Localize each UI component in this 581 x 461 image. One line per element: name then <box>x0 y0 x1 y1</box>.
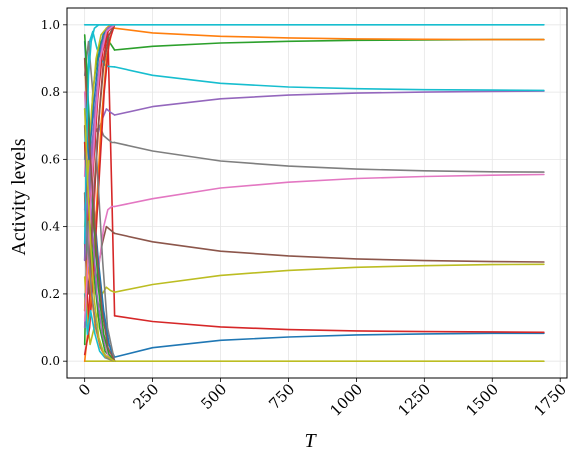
x-axis: 0 250 500 750 1000 1250 1500 1750 <box>75 378 570 420</box>
series-line-0 <box>113 332 545 358</box>
y-tick-label: 0.2 <box>41 287 60 301</box>
y-tick-label: 0.8 <box>41 85 60 99</box>
y-axis: 0.0 0.2 0.4 0.6 0.8 1.0 <box>41 18 67 368</box>
series-line-7 <box>113 66 545 92</box>
series-line-8 <box>113 38 545 51</box>
y-tick-label: 0.0 <box>41 354 60 368</box>
series-line-27 <box>83 23 116 295</box>
grid <box>67 8 567 378</box>
series-line-3 <box>113 232 545 263</box>
series-line-25 <box>83 23 116 356</box>
series-line-2 <box>113 263 545 294</box>
series-line-41 <box>83 108 116 363</box>
series-line-1 <box>113 314 545 334</box>
x-tick-label: 250 <box>129 380 162 413</box>
x-axis-label: T <box>304 430 317 452</box>
x-tick-label: 1250 <box>394 380 434 420</box>
x-tick-label: 0 <box>75 380 94 399</box>
series-line-6 <box>113 90 545 116</box>
x-tick-label: 1500 <box>462 380 502 420</box>
series-line-38 <box>83 192 116 363</box>
series-line-29 <box>83 40 116 363</box>
y-tick-label: 0.4 <box>41 220 60 234</box>
y-axis-label: Activity levels <box>8 138 30 255</box>
x-tick-label: 1000 <box>327 380 367 420</box>
x-tick-label: 500 <box>197 380 230 413</box>
series-line-37 <box>83 23 116 322</box>
x-tick-label: 750 <box>265 380 298 413</box>
y-tick-label: 1.0 <box>41 18 60 32</box>
y-tick-label: 0.6 <box>41 152 60 166</box>
series-line-4 <box>113 173 545 208</box>
series-line-39 <box>83 57 116 363</box>
series-line-5 <box>113 141 545 173</box>
plot-area <box>83 23 545 363</box>
x-tick-label: 1750 <box>530 380 570 420</box>
series-line-9 <box>113 27 545 41</box>
plot-frame <box>66 7 568 379</box>
